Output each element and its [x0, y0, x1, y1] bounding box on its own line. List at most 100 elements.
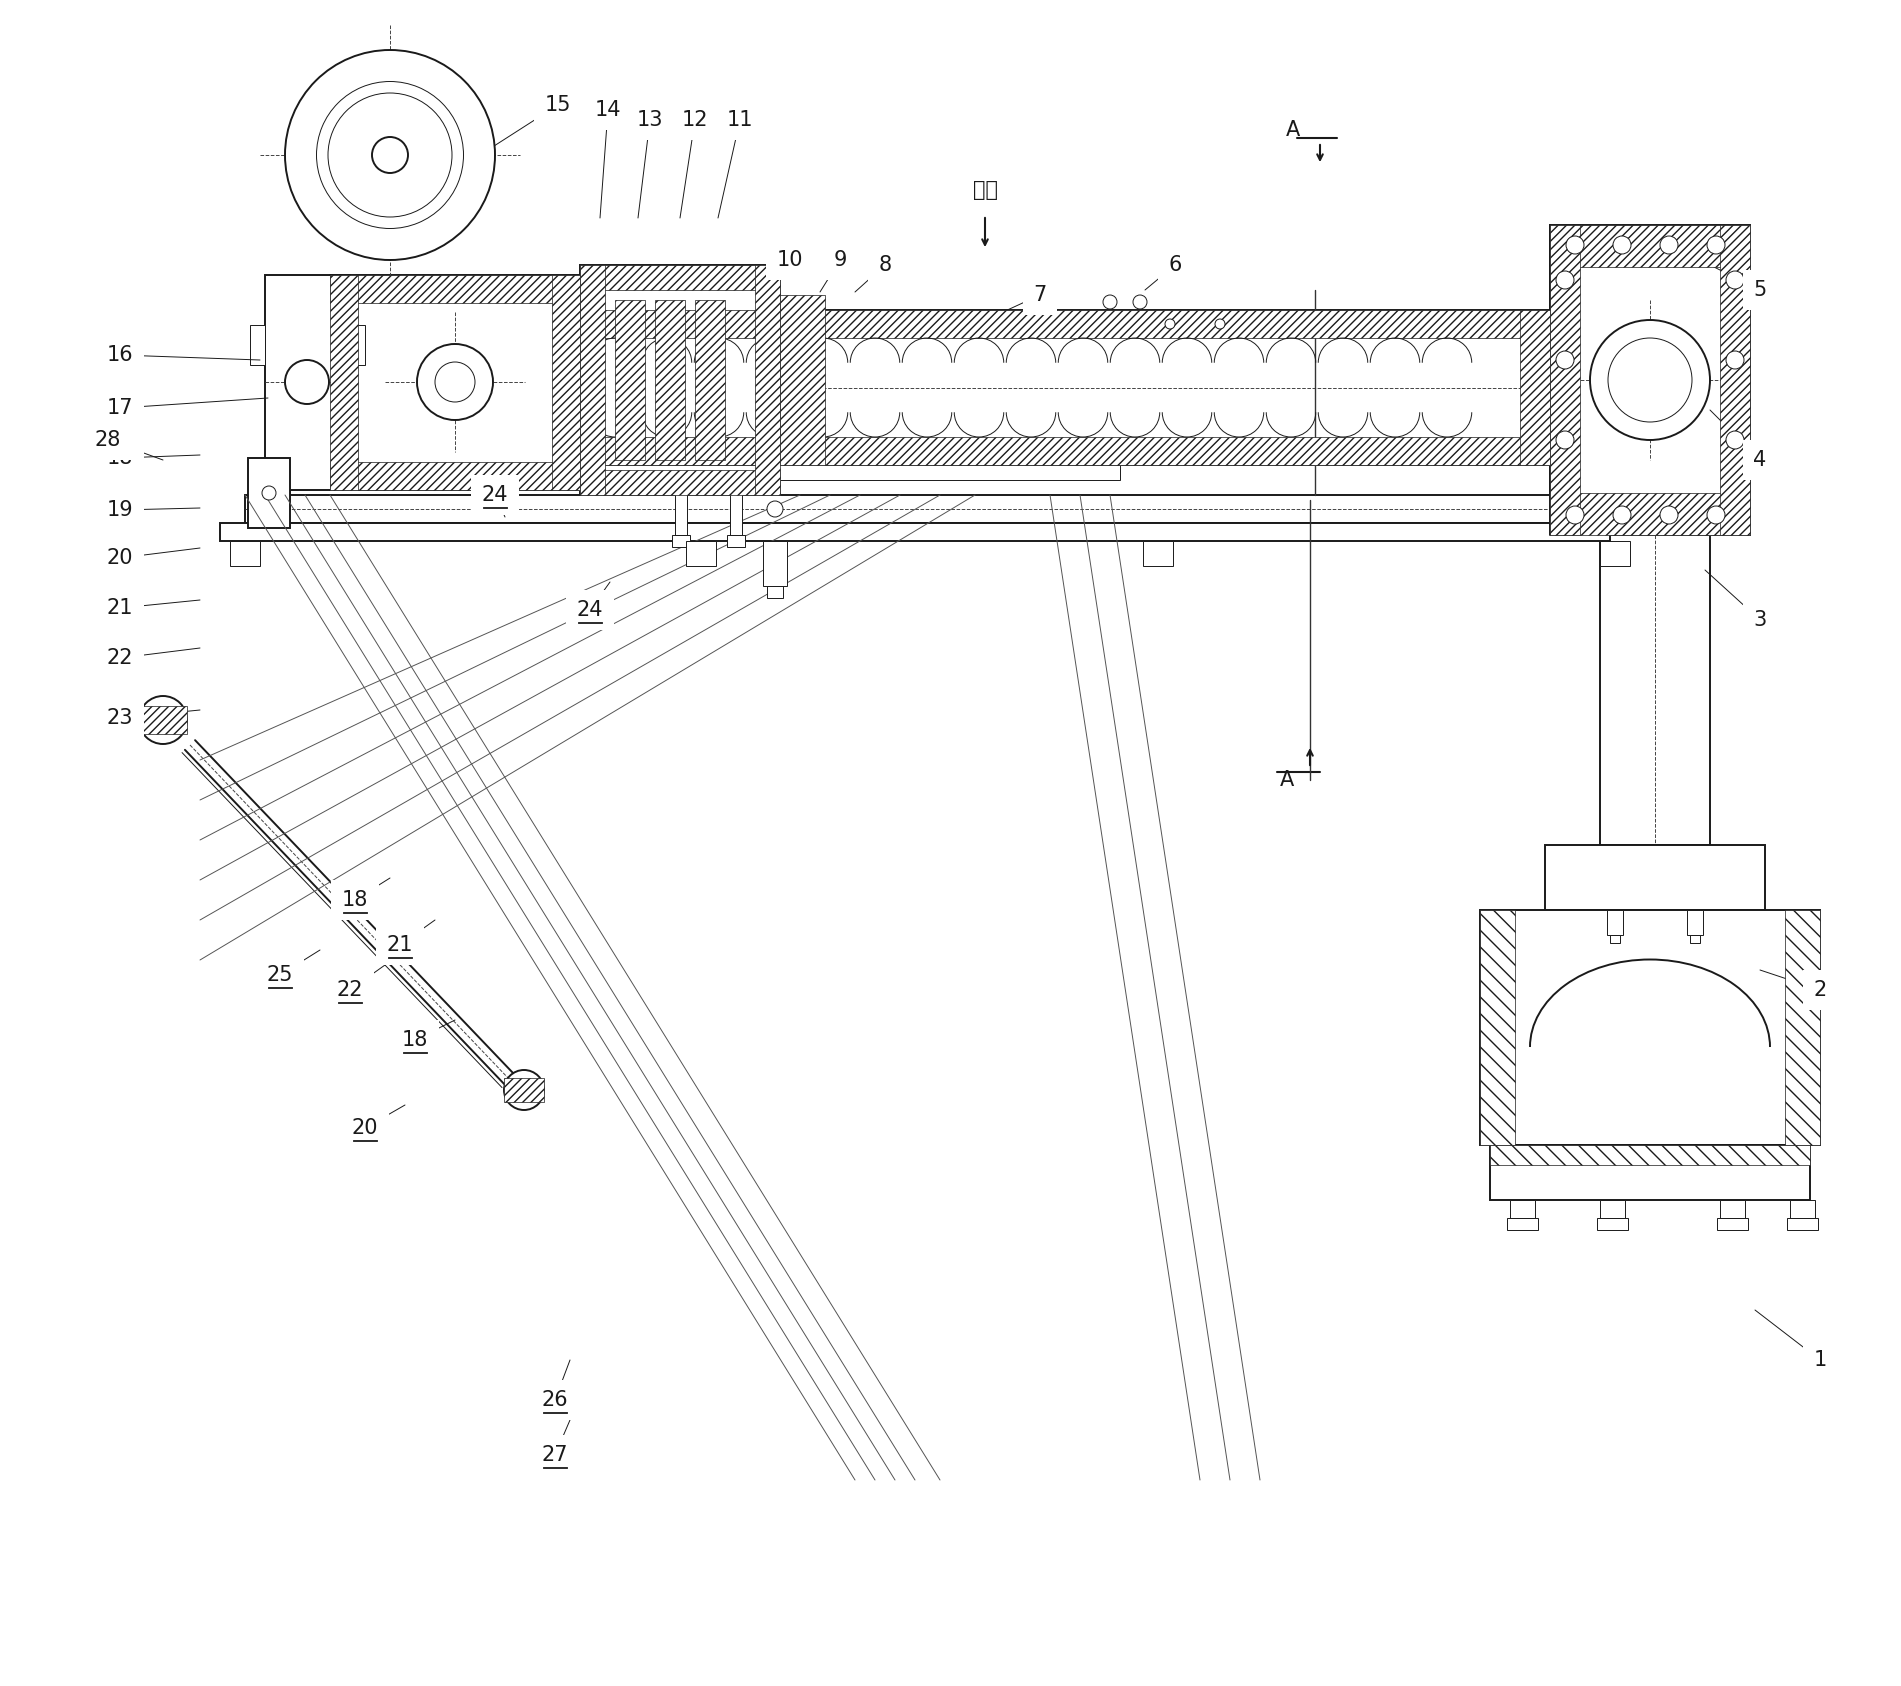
Circle shape: [1707, 236, 1724, 255]
Circle shape: [1707, 506, 1724, 524]
Bar: [1720, 1200, 1745, 1217]
Text: 18: 18: [401, 1030, 428, 1050]
Text: 25: 25: [266, 964, 293, 985]
Circle shape: [1165, 319, 1175, 329]
Bar: [1717, 1217, 1749, 1231]
Text: 19: 19: [106, 501, 133, 519]
Bar: [1787, 1217, 1817, 1231]
Circle shape: [766, 501, 783, 518]
Bar: [331, 462, 580, 491]
Circle shape: [329, 93, 452, 217]
Bar: [656, 300, 684, 460]
Circle shape: [139, 696, 186, 744]
Text: 16: 16: [106, 346, 133, 364]
Bar: [1610, 936, 1620, 942]
Bar: [331, 275, 580, 303]
Bar: [1601, 541, 1629, 566]
Bar: [1481, 910, 1819, 1145]
Bar: [264, 275, 350, 491]
Text: 8: 8: [878, 255, 892, 275]
Bar: [230, 541, 260, 566]
Circle shape: [1133, 295, 1146, 309]
Text: 22: 22: [106, 647, 133, 668]
Bar: [1490, 1145, 1810, 1165]
Circle shape: [1215, 319, 1224, 329]
Text: 17: 17: [106, 398, 133, 418]
Bar: [1791, 1200, 1815, 1217]
Bar: [331, 275, 357, 491]
Bar: [1143, 541, 1173, 566]
Bar: [570, 310, 1549, 465]
Text: 21: 21: [106, 599, 133, 619]
Bar: [1521, 310, 1549, 465]
Text: 进料: 进料: [973, 180, 998, 201]
Text: 18: 18: [342, 890, 369, 910]
Text: 14: 14: [595, 99, 622, 120]
Bar: [1549, 492, 1751, 534]
Circle shape: [504, 1071, 544, 1109]
Bar: [1549, 224, 1751, 266]
Bar: [1785, 910, 1819, 1145]
Bar: [331, 275, 580, 491]
Text: 15: 15: [546, 94, 570, 115]
Bar: [675, 481, 686, 534]
Text: 21: 21: [386, 936, 413, 954]
Bar: [1606, 910, 1623, 936]
Text: 3: 3: [1753, 610, 1766, 631]
Circle shape: [1557, 271, 1574, 288]
Text: 4: 4: [1753, 450, 1766, 470]
Text: 23: 23: [106, 708, 133, 728]
Text: 18: 18: [106, 448, 133, 469]
Circle shape: [285, 361, 329, 405]
Bar: [1490, 1145, 1810, 1200]
Bar: [762, 541, 787, 587]
Text: 10: 10: [778, 250, 804, 270]
Text: A: A: [1279, 771, 1295, 791]
Bar: [570, 310, 1549, 337]
Bar: [1597, 1217, 1627, 1231]
Circle shape: [285, 51, 494, 260]
Text: 13: 13: [637, 110, 663, 130]
Bar: [726, 534, 745, 546]
Bar: [1546, 845, 1764, 910]
Bar: [1601, 1200, 1625, 1217]
Bar: [671, 534, 690, 546]
Text: 5: 5: [1753, 280, 1766, 300]
Circle shape: [1614, 236, 1631, 255]
Bar: [1686, 910, 1703, 936]
Text: 12: 12: [682, 110, 709, 130]
Text: 20: 20: [106, 548, 133, 568]
Bar: [251, 325, 264, 364]
Bar: [686, 541, 717, 566]
Text: 1: 1: [1814, 1350, 1827, 1371]
Circle shape: [1589, 320, 1711, 440]
Circle shape: [1726, 432, 1743, 448]
Bar: [616, 300, 644, 460]
Bar: [221, 523, 1610, 541]
Text: 11: 11: [726, 110, 753, 130]
Circle shape: [1103, 295, 1118, 309]
Bar: [247, 459, 291, 528]
Bar: [139, 706, 186, 733]
Bar: [696, 300, 724, 460]
Circle shape: [1557, 432, 1574, 448]
Circle shape: [373, 137, 409, 174]
Bar: [570, 465, 1120, 481]
Bar: [1549, 224, 1751, 534]
Bar: [755, 265, 779, 496]
Circle shape: [1726, 351, 1743, 369]
Circle shape: [416, 344, 492, 420]
Circle shape: [435, 362, 475, 401]
Text: 22: 22: [336, 980, 363, 1000]
Circle shape: [262, 486, 276, 501]
Bar: [766, 587, 783, 599]
Circle shape: [1608, 337, 1692, 422]
Text: 20: 20: [352, 1118, 378, 1138]
Bar: [1549, 224, 1580, 534]
Text: 24: 24: [481, 486, 508, 506]
Circle shape: [1660, 506, 1679, 524]
Bar: [580, 265, 779, 290]
Bar: [551, 275, 580, 491]
Text: 6: 6: [1169, 255, 1182, 275]
Text: 9: 9: [833, 250, 846, 270]
